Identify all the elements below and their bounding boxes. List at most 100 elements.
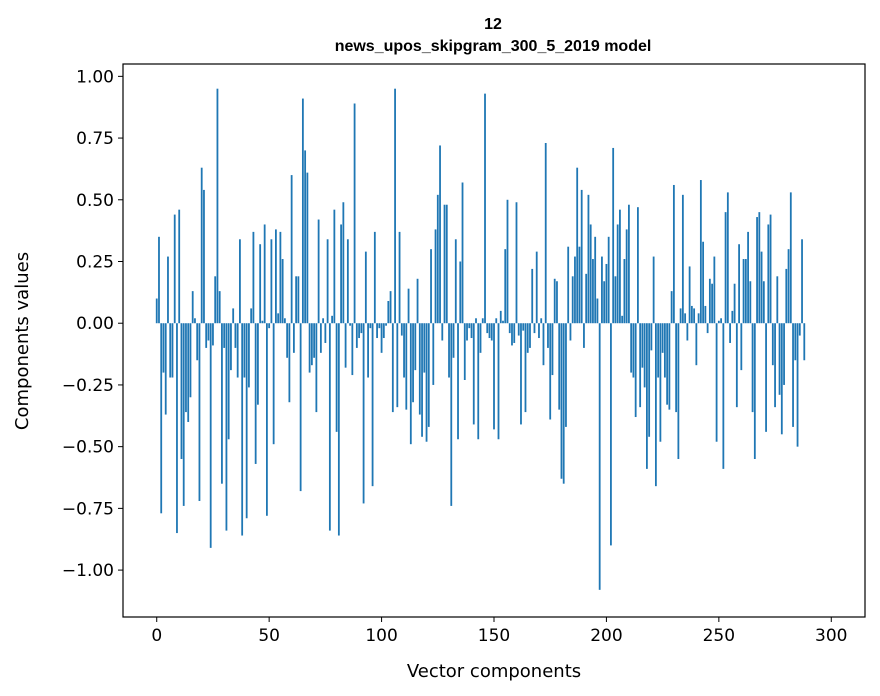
bar-245	[706, 323, 709, 334]
x-axis-ticks: 0 50 100 150 200 250 300	[151, 617, 847, 646]
bar-253	[724, 212, 727, 324]
bar-219	[648, 323, 651, 437]
bar-201	[607, 236, 610, 324]
bar-45	[257, 323, 259, 405]
bar-0	[155, 298, 158, 324]
bar-265	[751, 323, 754, 413]
y-tick-label-6: 0.50	[76, 191, 114, 211]
bar-230	[672, 184, 675, 324]
bar-175	[549, 323, 552, 420]
bar-118	[421, 323, 423, 437]
bar-262	[744, 259, 747, 324]
bar-51	[270, 239, 273, 324]
bar-284	[794, 323, 797, 361]
bar-23	[207, 323, 210, 341]
bar-169	[535, 251, 538, 324]
bar-205	[616, 224, 619, 324]
bar-165	[526, 323, 529, 353]
bar-167	[531, 268, 534, 324]
bar-123	[432, 323, 435, 385]
bar-223	[657, 323, 660, 378]
bar-62	[295, 276, 298, 324]
bar-249	[715, 323, 718, 442]
bar-177	[553, 278, 556, 324]
bar-11	[180, 323, 183, 459]
bar-196	[596, 298, 599, 324]
bar-100	[380, 323, 383, 353]
bar-172	[542, 323, 545, 366]
x-tick-label-50: 50	[258, 626, 280, 646]
bar-22	[205, 323, 208, 348]
bar-54	[277, 313, 280, 324]
bar-266	[753, 323, 756, 459]
bar-84	[344, 323, 347, 368]
bar-113	[409, 323, 412, 445]
bar-258	[735, 323, 738, 408]
bar-246	[708, 278, 711, 324]
bar-274	[771, 323, 774, 366]
bar-244	[704, 305, 707, 324]
bar-111	[405, 323, 408, 410]
bar-125	[436, 194, 439, 324]
bar-3	[162, 323, 165, 373]
bar-16	[191, 291, 194, 324]
bar-214	[637, 207, 639, 324]
bar-130	[448, 323, 450, 378]
bar-109	[400, 323, 403, 336]
bar-93	[364, 251, 367, 324]
bar-240	[695, 323, 698, 366]
bar-185	[571, 276, 574, 324]
bar-156	[506, 199, 509, 324]
x-tick-label-100: 100	[365, 626, 397, 646]
y-tick-label-2: −0.50	[62, 438, 114, 458]
bar-20	[200, 167, 203, 324]
bar-27	[216, 88, 219, 324]
bar-158	[511, 323, 513, 346]
bar-251	[720, 318, 722, 324]
bar-34	[232, 308, 235, 324]
bar-256	[731, 310, 734, 324]
bar-138	[466, 323, 468, 341]
bar-179	[558, 323, 561, 410]
bar-285	[796, 323, 799, 447]
bar-7	[171, 323, 174, 378]
bar-52	[272, 323, 275, 445]
bar-139	[468, 323, 471, 329]
chart-subtitle: news_upos_skipgram_300_5_2019 model	[335, 38, 652, 55]
bar-216	[641, 323, 644, 368]
bar-176	[551, 323, 554, 376]
bar-183	[567, 246, 570, 324]
bar-13	[185, 323, 187, 413]
bar-143	[477, 323, 480, 440]
bar-116	[416, 278, 419, 324]
y-axis-label: Components values	[12, 252, 33, 430]
bar-17	[194, 318, 196, 324]
bar-112	[407, 288, 410, 324]
bar-283	[792, 323, 794, 427]
bar-286	[798, 323, 801, 336]
bar-107	[396, 323, 399, 408]
bar-232	[677, 323, 680, 459]
bar-105	[391, 323, 394, 413]
bar-78	[331, 315, 334, 324]
bar-268	[758, 212, 761, 324]
bar-92	[362, 323, 365, 504]
bar-18	[196, 323, 199, 361]
bar-227	[666, 323, 669, 405]
bar-2	[160, 323, 163, 514]
bar-9	[176, 323, 178, 534]
bar-235	[684, 313, 687, 324]
bar-180	[560, 323, 563, 479]
bar-76	[326, 239, 329, 324]
bar-159	[513, 323, 516, 343]
bar-8	[173, 214, 176, 324]
bar-182	[565, 323, 567, 427]
bar-163	[522, 323, 525, 331]
bar-1	[158, 236, 160, 324]
bar-192	[587, 194, 590, 324]
bar-197	[598, 323, 601, 590]
bar-115	[414, 323, 417, 371]
bar-129	[445, 204, 448, 324]
bar-157	[508, 323, 511, 334]
bar-128	[443, 204, 446, 324]
